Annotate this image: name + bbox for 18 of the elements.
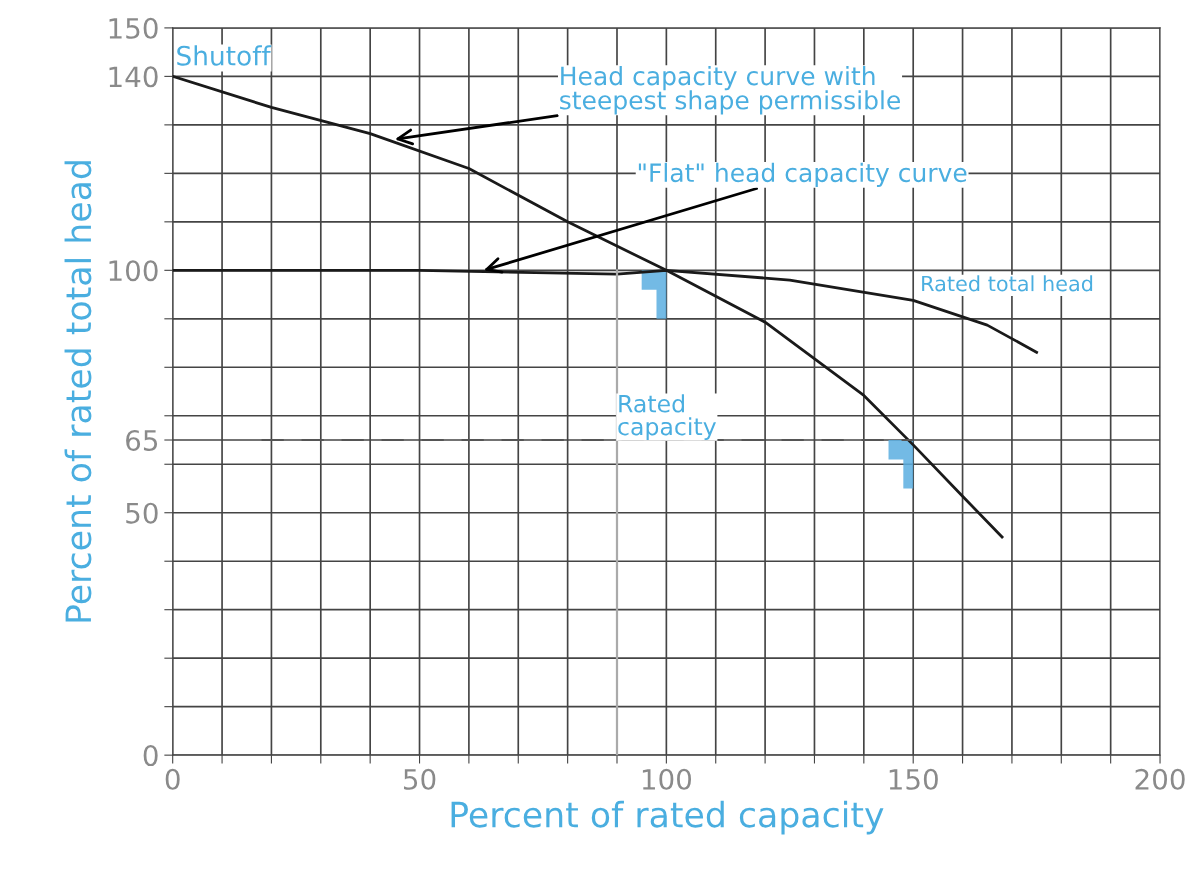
x-tick-label: 50 [404,768,436,790]
x-tick-label: 200 [1135,768,1185,790]
y-tick-label: 150 [109,17,158,39]
x-tick-label: 100 [642,768,692,790]
y-tick-label: 65 [126,429,158,451]
annotation: Rated total head [922,275,1093,292]
y-tick-label: 100 [109,260,158,282]
annotation: Head capacity curve with steepest shape permissible [560,66,900,115]
annotation: "Flat" head capacity curve [638,162,967,187]
x-tick-label: 0 [165,768,180,790]
annotation: Rated capacity [618,394,716,441]
annotation: Shutoff [177,45,272,66]
y-tick-label: 140 [109,66,158,88]
y-tick-label: 0 [143,745,158,767]
x-tick-label: 150 [889,768,938,790]
y-tick-label: 50 [126,502,158,524]
y-axis-title: Percent of rated total head [64,161,92,622]
x-axis-title: Percent of rated capacity [451,800,884,835]
